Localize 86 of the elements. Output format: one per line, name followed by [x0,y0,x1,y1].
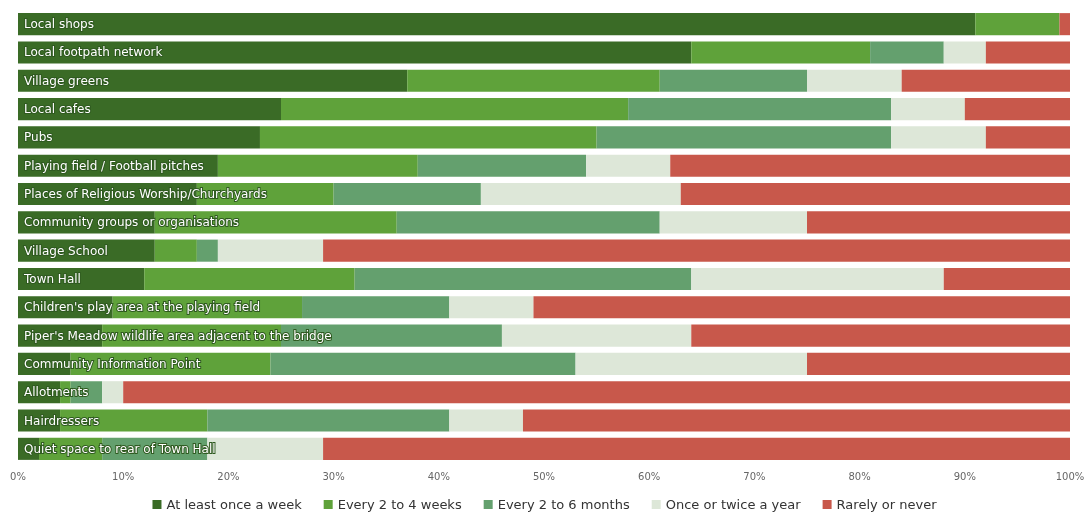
bar [449,296,534,319]
bar [964,98,1070,121]
legend-label: At least once a week [166,497,303,512]
bar [985,126,1070,149]
bar [302,296,450,319]
y-tick-label: Village School [24,243,108,258]
x-tick-label: 0% [10,470,26,482]
bar [259,126,597,149]
y-tick-label: Allotments [24,385,89,400]
bar [943,267,1070,291]
x-tick-label: 30% [322,470,345,482]
bar [281,98,629,121]
bar [691,41,871,64]
legend-label: Once or twice a year [665,497,802,512]
bar [1059,13,1070,36]
bar [943,41,986,64]
bar [123,381,1070,404]
bar [18,69,408,92]
bar [533,296,1070,319]
legend-label: Every 2 to 6 months [497,497,630,512]
x-tick-label: 10% [112,470,135,482]
bar [18,41,692,64]
bar [102,381,124,404]
bar [18,13,976,36]
bar [586,154,671,177]
y-tick-label: Local shops [24,17,94,32]
bar [691,267,944,291]
bar [870,41,944,64]
bar [807,211,1070,234]
y-tick-label: Hairdressers [24,413,100,428]
bar [659,211,807,234]
bar [18,98,281,121]
bar [985,41,1070,64]
y-tick-label: Community Information Point [24,356,201,371]
x-tick-label: 90% [953,470,976,482]
bar [323,239,1070,262]
bar [217,239,324,262]
bar [628,98,892,121]
bar [407,69,660,92]
bar [891,126,986,149]
legend-label: Rarely or never [836,497,938,512]
bar [522,409,1070,432]
y-tick-label: Children's play area at the playing field [24,300,261,315]
y-tick-label: Pubs [24,130,53,145]
y-tick-label: Places of Religious Worship/Churchyards [24,187,267,202]
x-tick-label: 80% [848,470,871,482]
y-tick-label: Local footpath network [24,45,163,60]
bar [449,409,523,432]
bar [417,154,587,177]
bar [807,69,902,92]
bar [144,267,355,291]
legend-label: Every 2 to 4 weeks [337,497,462,512]
y-tick-label: Piper's Meadow wildlife area adjacent to the bridge [24,328,332,343]
bar [323,437,1070,460]
y-tick-label: Town Hall [23,271,81,286]
bar [891,98,965,121]
bar [396,211,660,234]
bar [217,154,418,177]
y-tick-label: Community groups or organisations [24,215,240,230]
x-tick-label: 50% [532,470,556,482]
bar [596,126,892,149]
y-tick-label: Local cafes [24,102,91,117]
bar [207,409,450,432]
bar [480,182,681,206]
bar [196,239,218,262]
bar [154,239,197,262]
bar [659,69,807,92]
bar [691,324,1070,347]
bar [575,352,807,375]
x-tick-label: 60% [638,470,661,482]
x-tick-label: 70% [743,470,766,482]
bar [501,324,692,347]
bar [680,182,1070,206]
bar [354,267,692,291]
y-tick-label: Playing field / Football pitches [24,158,204,173]
bar [975,13,1060,36]
bar [807,352,1070,375]
x-tick-label: 100% [1055,470,1085,482]
bar [670,154,1070,177]
bar [901,69,1070,92]
bar [18,126,260,149]
bar [270,352,576,375]
bar [333,182,481,206]
x-tick-label: 20% [217,470,240,482]
y-tick-label: Village greens [24,73,110,88]
x-tick-label: 40% [427,470,450,482]
